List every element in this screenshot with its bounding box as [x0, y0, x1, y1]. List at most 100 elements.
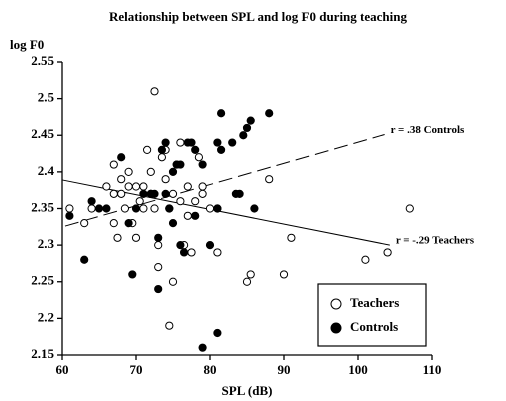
point [113, 233, 122, 242]
point [168, 189, 178, 198]
point [265, 175, 274, 184]
point [361, 255, 370, 264]
point [117, 153, 126, 162]
point [117, 175, 126, 184]
point [242, 123, 252, 133]
x-axis-label: SPL (dB) [222, 383, 273, 398]
point [150, 204, 159, 213]
point [194, 153, 203, 162]
point [180, 248, 189, 257]
point [87, 204, 96, 213]
point [109, 160, 118, 169]
point [187, 248, 196, 257]
point [139, 189, 148, 198]
point [161, 175, 170, 184]
x-tick-label: 90 [278, 362, 291, 377]
point [250, 204, 259, 213]
point [117, 189, 126, 198]
point [287, 233, 296, 242]
point [383, 248, 392, 257]
fit-line [61, 179, 390, 246]
point [165, 204, 174, 213]
y-axis-label: log F0 [10, 37, 44, 52]
point [242, 277, 252, 286]
x-tick-label: 80 [204, 362, 217, 377]
point [176, 138, 185, 147]
point [87, 197, 96, 206]
point [109, 189, 118, 198]
point [168, 277, 178, 286]
point [198, 189, 207, 198]
point [239, 131, 248, 140]
legend-label: Teachers [350, 295, 399, 310]
point [94, 204, 104, 213]
point [191, 197, 200, 206]
point [157, 153, 166, 162]
legend-label: Controls [350, 319, 398, 334]
point [124, 167, 133, 176]
point [154, 241, 163, 250]
point [150, 87, 159, 96]
point [213, 138, 222, 147]
y-tick-label: 2.3 [38, 236, 55, 251]
x-tick-label: 100 [348, 362, 368, 377]
point [143, 145, 152, 154]
point [168, 167, 178, 176]
x-tick-label: 110 [423, 362, 442, 377]
point [176, 241, 185, 250]
point [80, 255, 89, 264]
fit-line [64, 134, 385, 227]
fit-annotation: r = -.29 Teachers [396, 235, 475, 247]
y-tick-label: 2.15 [31, 346, 54, 361]
point [157, 145, 166, 154]
legend-marker [330, 298, 342, 310]
point [191, 145, 200, 154]
point [102, 182, 111, 191]
point [205, 204, 215, 213]
point [124, 219, 133, 228]
point [198, 182, 207, 191]
y-tick-label: 2.55 [31, 53, 54, 68]
point [246, 116, 255, 125]
point [213, 204, 222, 213]
point [150, 189, 159, 198]
point [205, 241, 215, 250]
legend-box [317, 283, 427, 347]
point [65, 211, 74, 220]
point [191, 211, 200, 220]
point [235, 189, 244, 198]
chart-title: Relationship between SPL and log F0 duri… [109, 9, 407, 24]
point [217, 109, 226, 118]
point [131, 204, 141, 213]
point [131, 233, 141, 242]
y-tick-label: 2.45 [31, 126, 54, 141]
point [165, 321, 174, 330]
point [246, 270, 255, 279]
point [124, 182, 133, 191]
point [161, 138, 170, 147]
y-tick-label: 2.2 [38, 309, 54, 324]
point [154, 284, 163, 294]
point [120, 204, 130, 213]
point [228, 138, 237, 147]
point [65, 204, 74, 213]
point [146, 167, 155, 176]
point [139, 182, 148, 191]
y-tick-label: 2.4 [38, 163, 55, 178]
point [198, 343, 207, 352]
point [135, 197, 144, 206]
point [183, 211, 192, 220]
point [176, 160, 185, 169]
y-tick-label: 2.25 [31, 273, 54, 288]
point [213, 248, 222, 257]
point [183, 182, 192, 191]
point [102, 204, 111, 213]
point [161, 189, 170, 198]
x-tick-label: 70 [130, 362, 143, 377]
point [131, 182, 141, 191]
point [168, 219, 178, 228]
point [217, 145, 226, 154]
y-tick-label: 2.35 [31, 199, 54, 214]
point [265, 109, 274, 118]
